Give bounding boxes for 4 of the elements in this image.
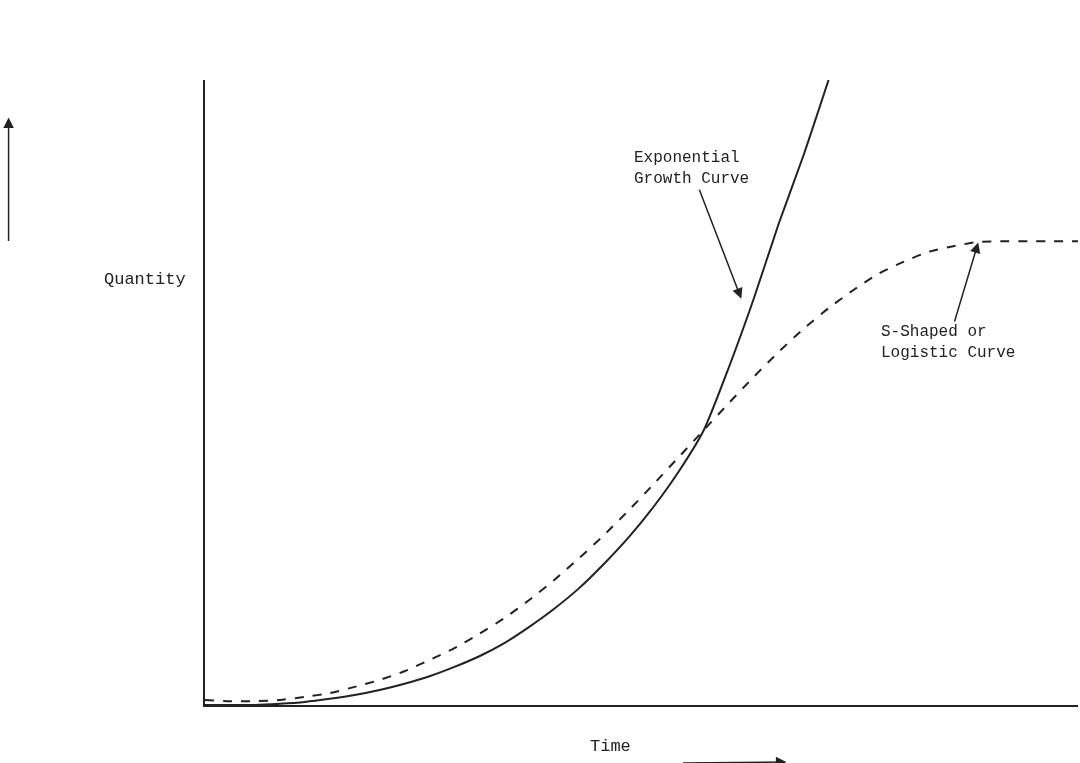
annotation: S-Shaped or Logistic Curve — [881, 323, 1016, 362]
x-axis-title: Time — [590, 737, 631, 756]
y-axis-title: Quantity — [104, 270, 186, 289]
annotation: Exponential Growth Curve — [634, 149, 750, 188]
